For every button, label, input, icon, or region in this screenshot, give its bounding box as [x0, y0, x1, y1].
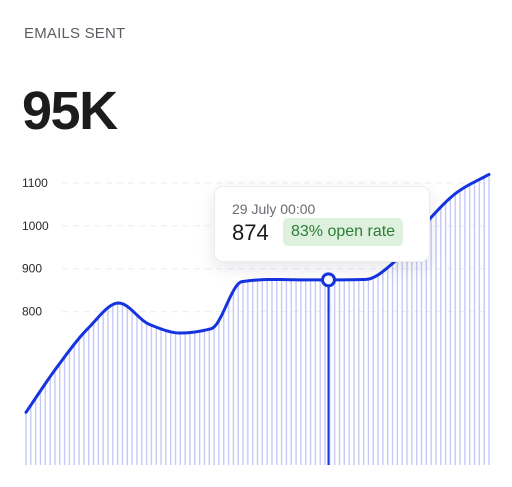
y-axis-ticks: 800 900 1000 1100 — [22, 176, 49, 319]
hover-point — [320, 272, 336, 288]
tooltip: 29 July 00:00 874 83% open rate — [214, 186, 430, 262]
y-tick-label: 1000 — [22, 219, 49, 233]
tooltip-value: 874 — [232, 220, 269, 245]
y-tick-label: 800 — [22, 305, 42, 319]
card-title: EMAILS SENT — [24, 25, 126, 42]
open-rate-badge: 83% open rate — [283, 218, 404, 246]
total-value: 95K — [22, 81, 118, 141]
tooltip-date: 29 July 00:00 — [232, 201, 316, 217]
y-tick-label: 1100 — [22, 176, 48, 190]
volume-bars — [25, 174, 490, 465]
y-tick-label: 900 — [22, 262, 42, 276]
